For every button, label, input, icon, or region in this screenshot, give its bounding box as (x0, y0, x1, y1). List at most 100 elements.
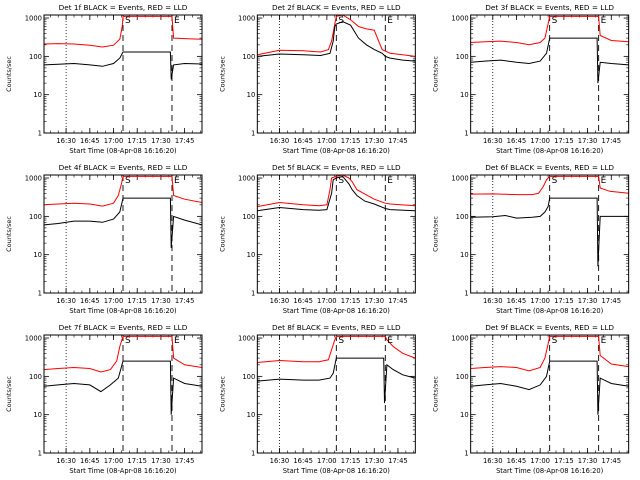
x-axis-label: Start Time (08-Apr-08 16:16:20) (283, 467, 391, 475)
chart-panel-6: Det 6f BLACK = Events, RED = LLD Counts/s… (432, 163, 630, 315)
chart-title: Det 8f BLACK = Events, RED = LLD (272, 323, 401, 332)
events-series-line (470, 360, 629, 415)
chart-title: Det 9f BLACK = Events, RED = LLD (485, 323, 614, 332)
x-tick-label: 17:15 (127, 297, 147, 305)
y-tick-label: 10 (33, 411, 42, 419)
x-tick-label: 17:00 (317, 137, 337, 145)
s-marker-label: S (125, 336, 131, 346)
events-series-line (470, 197, 629, 267)
events-series-line (257, 21, 416, 62)
y-tick-label: 1 (38, 290, 42, 298)
y-tick-label: 10 (460, 251, 469, 259)
chart-title: Det 5f BLACK = Events, RED = LLD (272, 163, 401, 172)
events-series-line (257, 175, 416, 212)
y-axis-label: Counts/sec (218, 376, 226, 412)
chart-title: Det 2f BLACK = Events, RED = LLD (272, 3, 401, 12)
x-axis-label: Start Time (08-Apr-08 16:16:20) (283, 147, 391, 155)
x-axis-label: Start Time (08-Apr-08 16:16:20) (69, 307, 177, 315)
y-tick-label: 1 (251, 130, 255, 138)
lld-series-line (470, 335, 629, 372)
x-axis-label: Start Time (08-Apr-08 16:16:20) (496, 147, 604, 155)
x-tick-label: 16:30 (56, 457, 76, 465)
x-tick-label: 17:30 (151, 457, 171, 465)
y-tick-label: 100 (242, 373, 255, 381)
e-marker-label: E (387, 16, 393, 26)
x-tick-label: 17:00 (530, 297, 550, 305)
x-tick-label: 17:30 (364, 457, 384, 465)
plot-frame (43, 334, 203, 454)
x-axis-label: Start Time (08-Apr-08 16:16:20) (69, 147, 177, 155)
e-marker-label: E (601, 176, 607, 186)
x-axis-label: Start Time (08-Apr-08 16:16:20) (496, 467, 604, 475)
x-tick-label: 17:00 (530, 457, 550, 465)
x-tick-label: 17:15 (554, 297, 574, 305)
y-axis-label: Counts/sec (5, 56, 13, 92)
x-tick-label: 16:45 (507, 457, 527, 465)
s-marker-label: S (552, 176, 558, 186)
plot-frame (470, 14, 630, 134)
plot-frame (256, 174, 416, 294)
s-marker-label: S (552, 16, 558, 26)
x-tick-label: 17:30 (364, 137, 384, 145)
x-tick-label: 16:30 (56, 297, 76, 305)
x-tick-label: 17:00 (104, 297, 124, 305)
x-tick-label: 17:45 (175, 457, 195, 465)
chart-title: Det 1f BLACK = Events, RED = LLD (59, 3, 188, 12)
y-tick-label: 1000 (451, 335, 468, 343)
x-tick-label: 17:00 (530, 137, 550, 145)
lld-series-line (257, 335, 416, 363)
y-tick-label: 100 (456, 213, 469, 221)
y-tick-label: 1 (464, 290, 468, 298)
x-tick-label: 17:30 (578, 137, 598, 145)
y-tick-label: 100 (456, 373, 469, 381)
x-tick-label: 17:45 (601, 457, 621, 465)
x-tick-label: 17:30 (578, 297, 598, 305)
x-tick-label: 16:30 (483, 137, 503, 145)
y-tick-label: 100 (242, 213, 255, 221)
y-tick-label: 100 (29, 53, 42, 61)
chart-panel-2: Det 2f BLACK = Events, RED = LLD Counts/s… (218, 3, 416, 155)
events-series-line (257, 357, 416, 404)
x-tick-label: 17:00 (317, 297, 337, 305)
chart-panel-3: Det 3f BLACK = Events, RED = LLD Counts/s… (432, 3, 630, 155)
lld-series-line (470, 15, 629, 46)
y-tick-label: 100 (29, 213, 42, 221)
s-marker-label: S (552, 336, 558, 346)
lld-series-line (257, 15, 416, 57)
y-tick-label: 1000 (238, 335, 255, 343)
s-marker-label: S (338, 16, 344, 26)
x-tick-label: 17:00 (317, 457, 337, 465)
y-tick-label: 100 (456, 53, 469, 61)
chart-title: Det 7f BLACK = Events, RED = LLD (59, 323, 188, 332)
y-tick-label: 1000 (25, 335, 42, 343)
chart-panel-8: Det 8f BLACK = Events, RED = LLD Counts/s… (218, 323, 416, 475)
y-tick-label: 100 (242, 53, 255, 61)
lld-series-line (44, 15, 202, 48)
x-axis-label: Start Time (08-Apr-08 16:16:20) (69, 467, 177, 475)
lld-series-line (470, 175, 629, 196)
e-marker-label: E (387, 336, 393, 346)
plot-frame (43, 174, 203, 294)
e-marker-label: E (387, 176, 393, 186)
x-tick-label: 17:45 (388, 137, 408, 145)
e-marker-label: E (601, 336, 607, 346)
x-tick-label: 17:45 (175, 297, 195, 305)
x-tick-label: 17:15 (127, 137, 147, 145)
lld-series-line (44, 335, 202, 373)
e-marker-label: E (174, 16, 180, 26)
lld-series-line (257, 175, 416, 208)
chart-title: Det 6f BLACK = Events, RED = LLD (485, 163, 614, 172)
y-axis-label: Counts/sec (218, 56, 226, 92)
x-tick-label: 17:45 (388, 297, 408, 305)
y-axis-label: Counts/sec (432, 56, 440, 92)
y-tick-label: 1000 (25, 15, 42, 23)
x-tick-label: 17:15 (341, 137, 361, 145)
y-tick-label: 1 (464, 130, 468, 138)
events-series-line (44, 197, 202, 248)
y-tick-label: 1 (38, 130, 42, 138)
x-tick-label: 16:30 (270, 297, 290, 305)
y-axis-label: Counts/sec (218, 216, 226, 252)
x-tick-label: 17:15 (127, 457, 147, 465)
lld-series-line (44, 175, 202, 207)
